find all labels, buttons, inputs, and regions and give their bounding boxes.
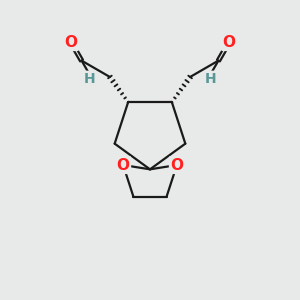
- Text: O: O: [223, 34, 236, 50]
- Text: H: H: [205, 72, 217, 86]
- Text: O: O: [170, 158, 183, 172]
- Text: O: O: [64, 34, 77, 50]
- Text: H: H: [83, 72, 95, 86]
- Text: O: O: [117, 158, 130, 172]
